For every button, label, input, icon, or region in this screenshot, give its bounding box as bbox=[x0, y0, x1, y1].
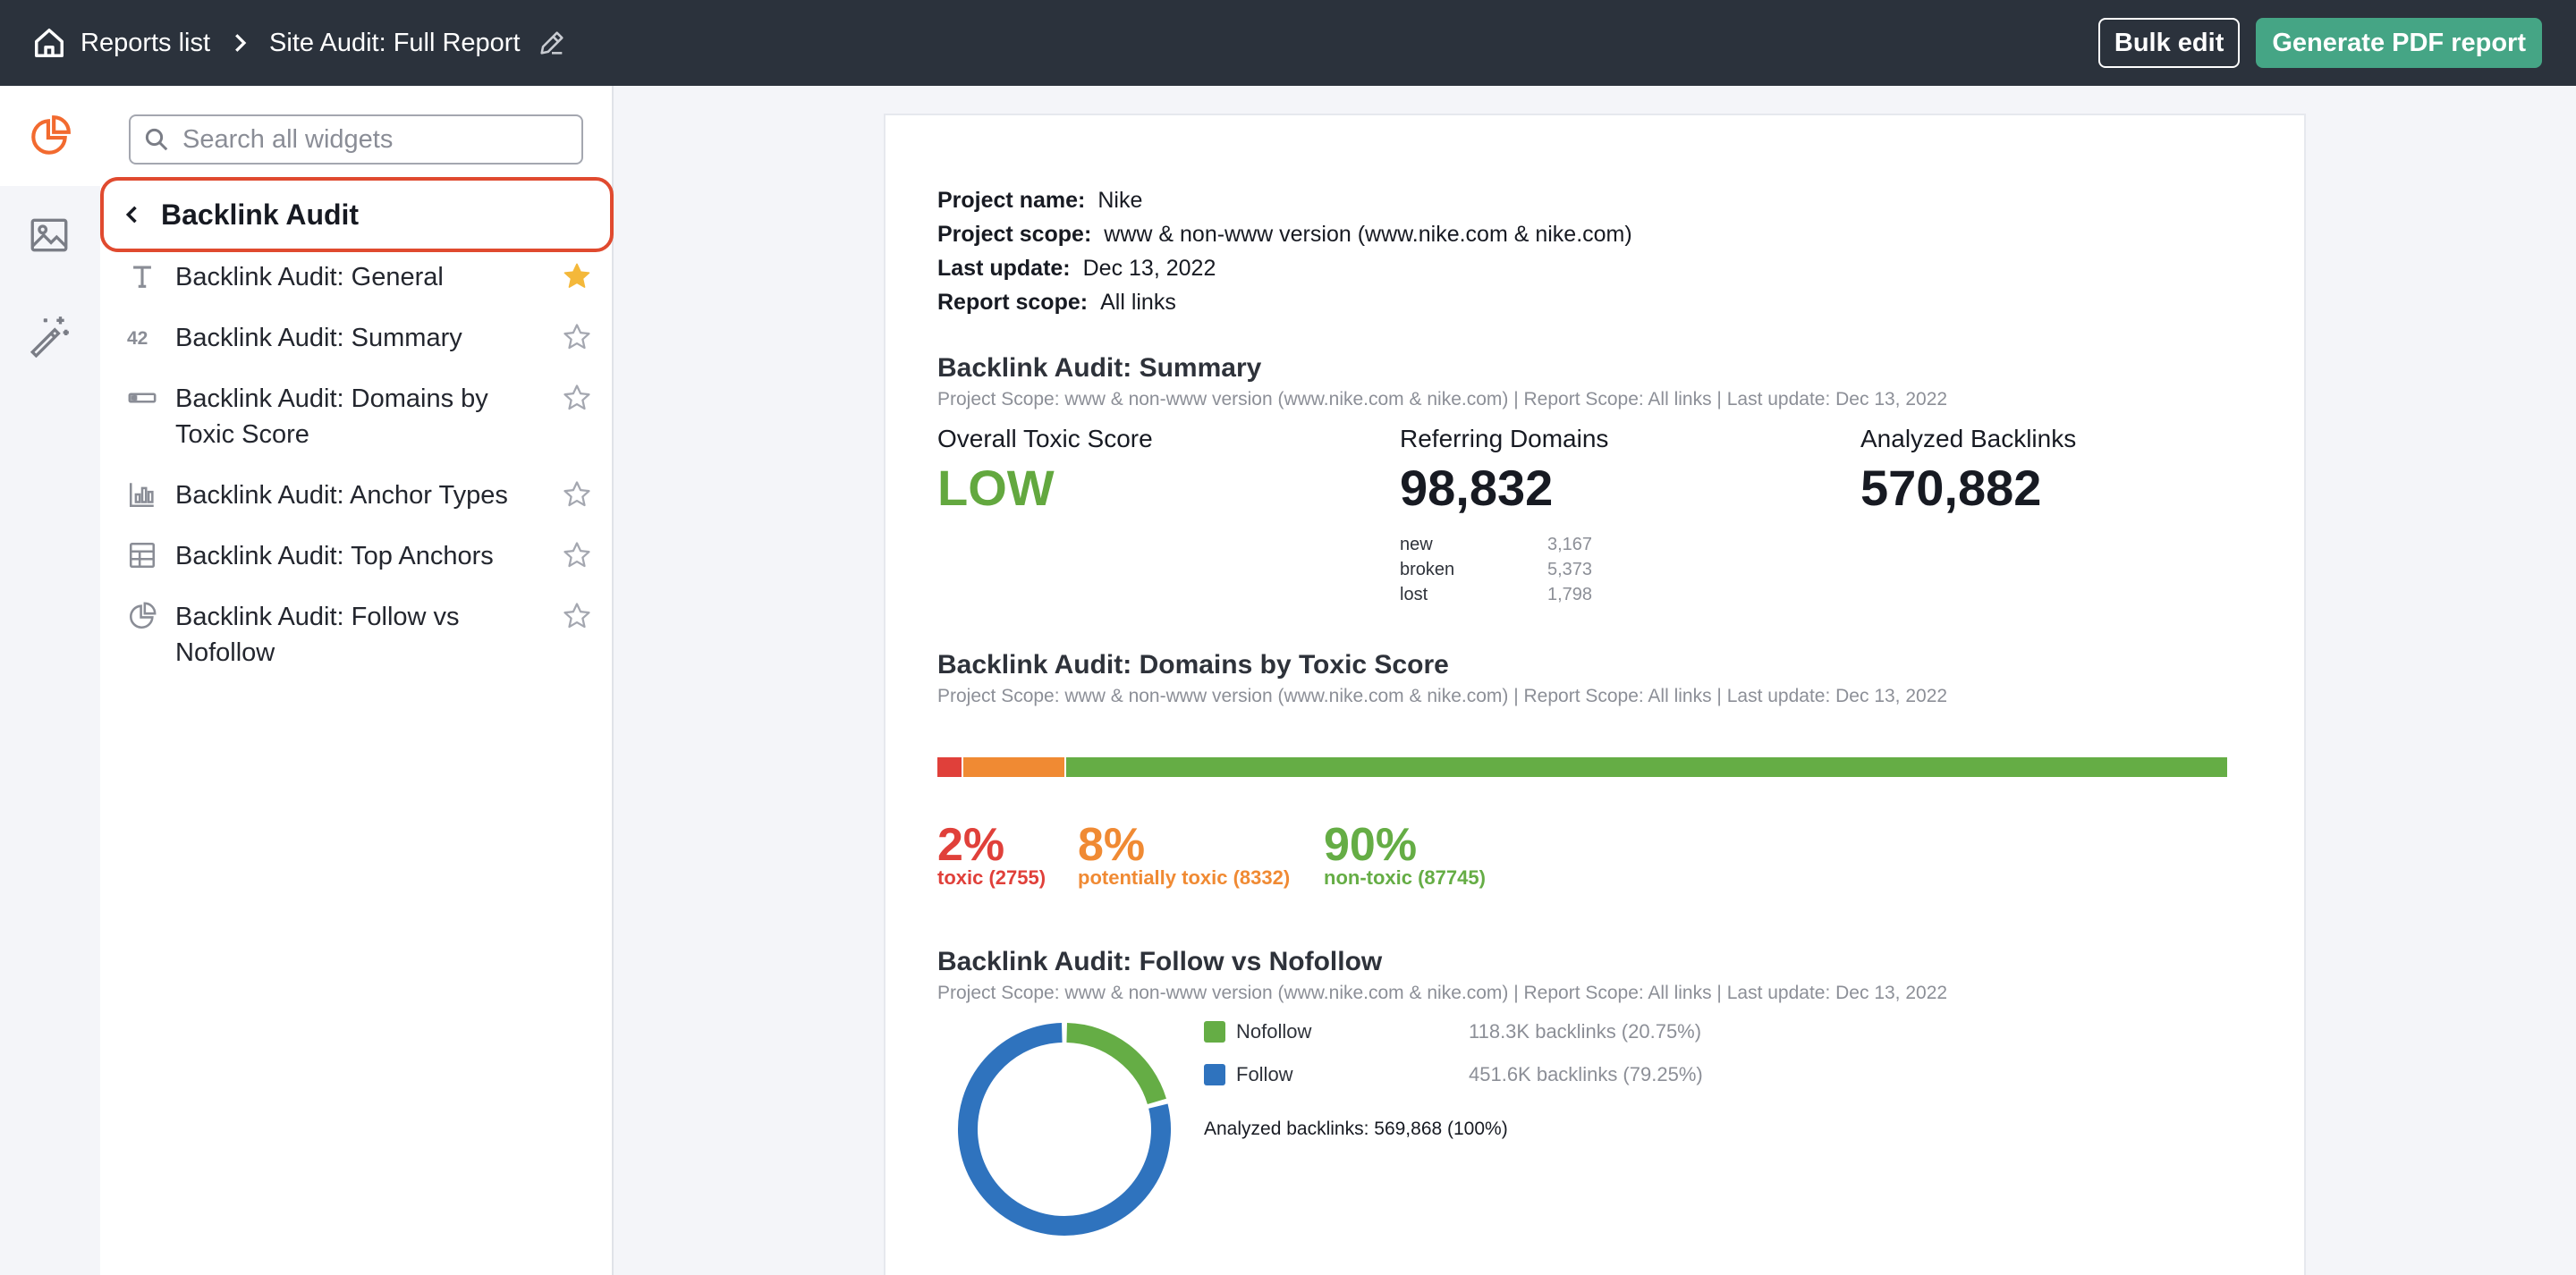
summary-scope-line: Project Scope: www & non-www version (ww… bbox=[937, 389, 1948, 410]
chevron-right-icon bbox=[235, 34, 247, 52]
pencil-icon[interactable] bbox=[537, 28, 567, 58]
follow-scope-line: Project Scope: www & non-www version (ww… bbox=[937, 983, 1948, 1003]
pie-chart-icon bbox=[130, 602, 157, 629]
toxic-scope-line: Project Scope: www & non-www version (ww… bbox=[937, 686, 1948, 706]
breakdown-key: lost bbox=[1400, 585, 1428, 604]
widget-item-label: Backlink Audit: Domains by Toxic Score bbox=[175, 384, 488, 449]
referring-domains-value: 98,832 bbox=[1400, 460, 1554, 516]
toxic-score-value: LOW bbox=[937, 460, 1055, 516]
star-outline-icon[interactable] bbox=[562, 601, 592, 631]
svg-text:42: 42 bbox=[127, 328, 148, 349]
toxic-segment bbox=[937, 757, 963, 777]
top-bar: Reports list Site Audit: Full Report Bul… bbox=[0, 0, 2576, 86]
report-page: Project name: Nike Project scope: www & no… bbox=[884, 114, 2306, 1275]
breakdown-value: 3,167 bbox=[1547, 535, 1593, 554]
nofollow-arc bbox=[1066, 1023, 1166, 1105]
star-outline-icon[interactable] bbox=[562, 540, 592, 570]
text-icon bbox=[133, 266, 151, 288]
meta-value: Dec 13, 2022 bbox=[1082, 256, 1216, 281]
bar-chart-icon bbox=[129, 483, 154, 508]
rail-widgets-tab[interactable] bbox=[0, 86, 100, 186]
widget-item-anchor-types[interactable]: Backlink Audit: Anchor Types bbox=[127, 477, 592, 513]
pie-chart-icon bbox=[31, 115, 71, 155]
legend-swatch bbox=[1204, 1021, 1225, 1043]
legend-name: Nofollow bbox=[1236, 1020, 1312, 1043]
breakdown-value: 5,373 bbox=[1547, 560, 1593, 579]
section-header-backlink-audit[interactable]: Backlink Audit bbox=[100, 177, 614, 252]
breadcrumb: Reports list Site Audit: Full Report bbox=[32, 26, 567, 60]
number-icon: 42 bbox=[127, 328, 148, 349]
non-toxic-percent: 90% bbox=[1324, 819, 1418, 871]
search-icon bbox=[145, 128, 168, 151]
follow-arc bbox=[958, 1023, 1171, 1236]
widget-item-summary[interactable]: 42 Backlink Audit: Summary bbox=[127, 320, 592, 356]
potentially-toxic-percent: 8% bbox=[1078, 819, 1146, 871]
section-title: Backlink Audit bbox=[161, 198, 360, 231]
widget-item-domains-by-toxic-score[interactable]: Backlink Audit: Domains by Toxic Score bbox=[127, 381, 592, 452]
bulk-edit-button[interactable]: Bulk edit bbox=[2097, 18, 2241, 68]
generate-pdf-button[interactable]: Generate PDF report bbox=[2256, 18, 2542, 68]
widget-item-follow-vs-nofollow[interactable]: Backlink Audit: Follow vs Nofollow bbox=[127, 599, 592, 671]
analyzed-backlinks-total: Analyzed backlinks: 569,868 (100%) bbox=[1204, 1119, 1508, 1139]
summary-widget-title[interactable]: Backlink Audit: Summary bbox=[937, 353, 1262, 383]
widget-item-label: Backlink Audit: Follow vs Nofollow bbox=[175, 603, 460, 667]
search-box bbox=[129, 114, 583, 165]
table-icon bbox=[129, 542, 156, 569]
magic-wand-icon[interactable] bbox=[27, 313, 72, 358]
star-filled-icon[interactable] bbox=[562, 261, 592, 291]
legend-value: 118.3K backlinks (20.75%) bbox=[1469, 1020, 1702, 1043]
icon-rail bbox=[0, 86, 100, 1275]
chevron-left-icon[interactable] bbox=[120, 202, 145, 227]
breakdown-key: new bbox=[1400, 535, 1433, 554]
meta-value: Nike bbox=[1097, 188, 1143, 213]
search-input[interactable] bbox=[182, 124, 558, 155]
legend-swatch bbox=[1204, 1064, 1225, 1085]
star-outline-icon[interactable] bbox=[562, 383, 592, 413]
home-icon[interactable] bbox=[32, 26, 66, 60]
non-toxic-segment bbox=[1066, 757, 2227, 777]
toxic-widget-title[interactable]: Backlink Audit: Domains by Toxic Score bbox=[937, 650, 1449, 680]
referring-domains-label: Referring Domains bbox=[1400, 425, 1609, 452]
legend-follow: Follow 451.6K backlinks (79.25%) bbox=[1204, 1063, 1703, 1086]
toxic-count-label: toxic (2755) bbox=[937, 866, 1046, 889]
breadcrumb-reports-list[interactable]: Reports list bbox=[80, 28, 211, 57]
analyzed-backlinks-value: 570,882 bbox=[1860, 460, 2042, 516]
domains-breakdown: new 3,167 broken 5,373 lost 1,798 bbox=[1400, 532, 1592, 607]
meta-value: All links bbox=[1100, 290, 1176, 315]
meta-key: Project name: bbox=[937, 188, 1086, 213]
widget-item-general[interactable]: Backlink Audit: General bbox=[127, 259, 592, 295]
toxic-percent: 2% bbox=[937, 819, 1005, 871]
follow-widget-title[interactable]: Backlink Audit: Follow vs Nofollow bbox=[937, 947, 1383, 976]
widget-item-label: Backlink Audit: Top Anchors bbox=[175, 542, 494, 570]
widget-item-label: Backlink Audit: Anchor Types bbox=[175, 481, 508, 510]
star-outline-icon[interactable] bbox=[562, 322, 592, 352]
widget-item-top-anchors[interactable]: Backlink Audit: Top Anchors bbox=[127, 538, 592, 574]
potentially-toxic-segment bbox=[962, 757, 1067, 777]
toxic-score-label: Overall Toxic Score bbox=[937, 425, 1153, 452]
meta-value: www & non-www version (www.nike.com & ni… bbox=[1104, 222, 1632, 247]
follow-donut-chart bbox=[958, 1023, 1171, 1236]
legend-nofollow: Nofollow 118.3K backlinks (20.75%) bbox=[1204, 1020, 1701, 1043]
widget-item-label: Backlink Audit: General bbox=[175, 263, 444, 291]
potentially-toxic-count-label: potentially toxic (8332) bbox=[1078, 866, 1291, 889]
breadcrumb-current: Site Audit: Full Report bbox=[269, 28, 521, 57]
toxic-score-bar bbox=[937, 757, 2227, 777]
non-toxic-count-label: non-toxic (87745) bbox=[1324, 866, 1486, 889]
legend-value: 451.6K backlinks (79.25%) bbox=[1469, 1063, 1703, 1085]
star-outline-icon[interactable] bbox=[562, 479, 592, 510]
meta-key: Last update: bbox=[937, 256, 1071, 281]
widget-item-label: Backlink Audit: Summary bbox=[175, 324, 462, 352]
meta-key: Report scope: bbox=[937, 290, 1089, 315]
image-icon[interactable] bbox=[27, 213, 72, 258]
legend-name: Follow bbox=[1236, 1063, 1293, 1085]
breakdown-key: broken bbox=[1400, 560, 1455, 579]
progress-bar-icon bbox=[128, 393, 157, 403]
analyzed-backlinks-label: Analyzed Backlinks bbox=[1860, 425, 2077, 452]
meta-key: Project scope: bbox=[937, 222, 1092, 247]
project-meta: Project name: Nike Project scope: www & no… bbox=[937, 183, 1632, 319]
breakdown-value: 1,798 bbox=[1547, 585, 1593, 604]
widget-panel: Backlink Audit Backlink Audit: General 4… bbox=[100, 86, 614, 1275]
